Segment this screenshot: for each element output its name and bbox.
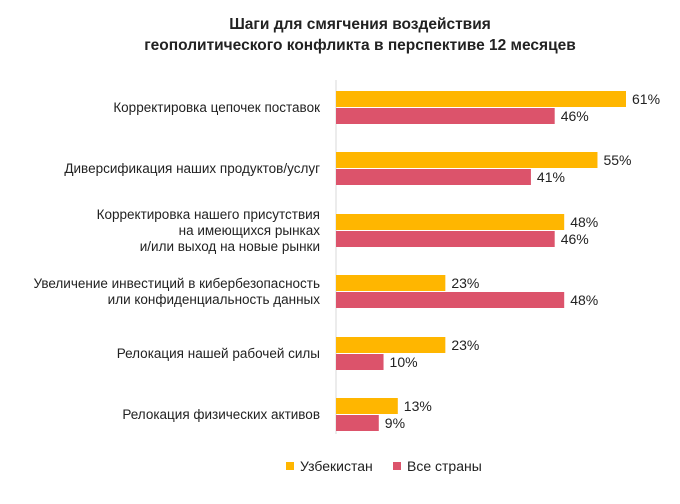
category-label: Увеличение инвестиций в кибербезопасност… <box>34 276 320 291</box>
bar-all-countries <box>336 231 555 247</box>
data-label: 55% <box>603 152 631 168</box>
bar-all-countries <box>336 292 565 308</box>
category-group: Увеличение инвестиций в кибербезопасност… <box>34 275 598 308</box>
bar-all-countries <box>336 354 384 370</box>
data-label: 10% <box>390 354 418 370</box>
bar-all-countries <box>336 108 555 124</box>
bar-uzbekistan <box>336 214 565 230</box>
category-label: Диверсификация наших продуктов/услуг <box>64 161 320 176</box>
data-label: 46% <box>561 108 589 124</box>
category-group: Корректировка цепочек поставок 61% 46% <box>113 91 660 124</box>
bar-uzbekistan <box>336 275 446 291</box>
category-label: Релокация физических активов <box>122 407 320 422</box>
category-group: Релокация физических активов 13%9% <box>122 398 432 431</box>
data-label: 61% <box>632 91 660 107</box>
bar-uzbekistan <box>336 152 598 168</box>
category-group: Диверсификация наших продуктов/услуг 55% 4… <box>64 152 632 185</box>
chart-title: Шаги для смягчения воздействия геополитич… <box>144 16 576 54</box>
bar-all-countries <box>336 169 531 185</box>
legend-swatch <box>286 462 294 470</box>
category-group: Релокация нашей рабочей силы 23% 10% <box>117 337 479 370</box>
data-label: 41% <box>537 169 565 185</box>
data-label: 46% <box>561 231 589 247</box>
data-label: 13% <box>404 398 432 414</box>
data-label: 23% <box>451 337 479 353</box>
data-label: 48% <box>570 292 598 308</box>
legend-label: Узбекистан <box>300 458 373 474</box>
category-label: Релокация нашей рабочей силы <box>117 346 320 361</box>
legend-label: Все страны <box>407 458 482 474</box>
data-label: 48% <box>570 214 598 230</box>
category-label: или конфиденциальность данных <box>108 292 321 307</box>
bar-uzbekistan <box>336 91 626 107</box>
legend: Узбекистан Все страны <box>286 458 482 474</box>
legend-swatch <box>393 462 401 470</box>
bar-uzbekistan <box>336 337 446 353</box>
data-label: 23% <box>451 275 479 291</box>
category-label: на имеющихся рынках <box>179 223 321 238</box>
data-label: 9% <box>385 415 405 431</box>
chart-title-line: Шаги для смягчения воздействия <box>229 16 491 33</box>
chart-title-line: геополитического конфликта в перспективе… <box>144 37 576 54</box>
bar-uzbekistan <box>336 398 398 414</box>
bar-all-countries <box>336 415 379 431</box>
category-label: и/или выход на новые рынки <box>140 239 320 254</box>
category-label: Корректировка нашего присутствия <box>97 207 320 222</box>
category-label: Корректировка цепочек поставок <box>113 100 320 115</box>
